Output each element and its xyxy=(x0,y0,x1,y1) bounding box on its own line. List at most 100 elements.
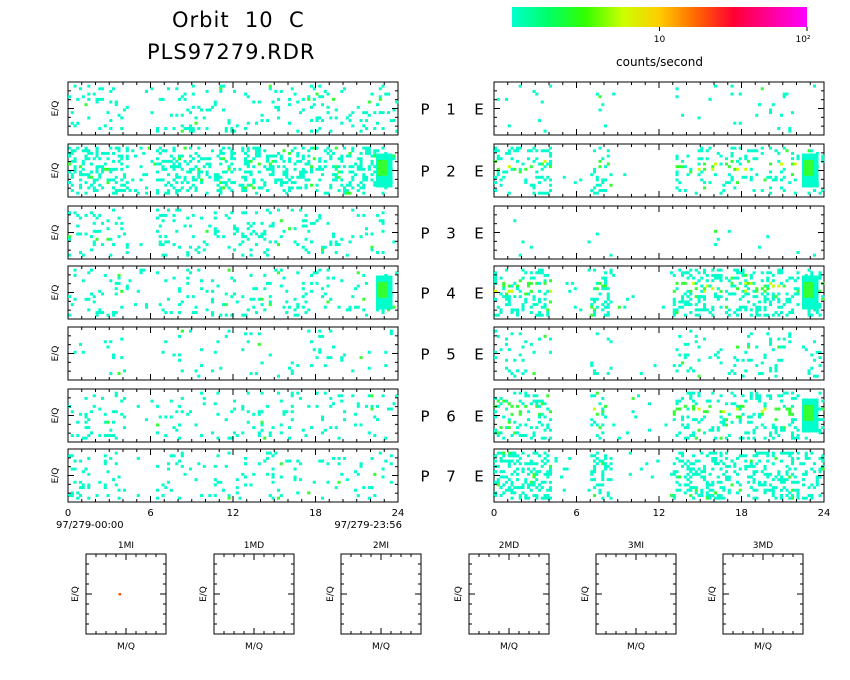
mini-panel-title: 1MI xyxy=(118,541,134,551)
time-end-label: 97/279-23:56 xyxy=(334,520,402,531)
dense-block-core xyxy=(803,404,814,421)
colorbar-tick-label: 10 xyxy=(654,35,666,45)
x-tick-label: 18 xyxy=(735,508,748,519)
heatmap-cells xyxy=(73,329,393,378)
panel-number: 6 xyxy=(446,408,456,426)
mini-panel-frame xyxy=(722,553,804,635)
mini-ylabel: E/Q xyxy=(326,586,336,602)
heatmap-cells xyxy=(496,84,817,133)
heatmap-cells xyxy=(68,268,399,317)
panel-number: 4 xyxy=(446,285,456,303)
mini-ylabel: E/Q xyxy=(454,586,464,602)
mini-panel-frame xyxy=(85,553,167,635)
panel-ticks xyxy=(493,448,825,503)
label-e: E xyxy=(474,346,483,364)
heatmap-cells xyxy=(68,391,399,440)
label-p: P xyxy=(420,163,429,181)
mini-data-point xyxy=(118,593,122,596)
label-e: E xyxy=(474,163,483,181)
label-p: P xyxy=(420,225,429,243)
mini-xlabel: M/Q xyxy=(372,642,390,652)
mini-panel-title: 3MI xyxy=(628,541,644,551)
mini-panel-ticks xyxy=(213,553,295,635)
heatmap-cells xyxy=(68,146,396,195)
panel-number: 1 xyxy=(446,101,456,119)
panel-ticks xyxy=(67,81,399,136)
panel-ticks xyxy=(493,81,825,136)
x-tick-label: 24 xyxy=(818,508,831,519)
label-p: P xyxy=(420,468,429,486)
mini-panel-ticks xyxy=(595,553,677,635)
ylabel-eq: E/Q xyxy=(51,101,61,117)
mini-panel-ticks xyxy=(340,553,422,635)
mini-xlabel: M/Q xyxy=(754,642,772,652)
label-p: P xyxy=(420,408,429,426)
panel-ticks xyxy=(493,205,825,260)
time-start-label: 97/279-00:00 xyxy=(56,520,124,531)
mini-panel-ticks xyxy=(468,553,550,635)
panel-ticks xyxy=(67,326,399,381)
mini-panel-ticks xyxy=(722,553,804,635)
mini-panel-title: 2MI xyxy=(373,541,389,551)
panel-ticks xyxy=(493,326,825,381)
label-p: P xyxy=(420,346,429,364)
x-tick-label: 18 xyxy=(309,508,322,519)
panel-ticks xyxy=(67,205,399,260)
mini-panel-title: 3MD xyxy=(753,541,773,551)
dense-block-core xyxy=(803,159,814,176)
dense-block-core xyxy=(803,281,814,298)
mini-ylabel: E/Q xyxy=(199,586,209,602)
colorbar-tick-label: 10² xyxy=(795,35,810,45)
heatmap-cells xyxy=(494,146,825,195)
panel-ticks xyxy=(67,388,399,443)
mini-panel-title: 2MD xyxy=(499,541,519,551)
heatmap-cells xyxy=(494,451,825,500)
panel-ticks xyxy=(67,143,399,198)
right-panel-frame xyxy=(493,81,825,136)
ylabel-eq: E/Q xyxy=(51,346,61,362)
heatmap-cells xyxy=(68,84,399,133)
x-tick-label: 24 xyxy=(392,508,405,519)
file-title: PLS97279.RDR xyxy=(147,40,316,64)
heatmap-cells xyxy=(68,451,393,500)
ylabel-eq: E/Q xyxy=(51,408,61,424)
colorbar-label: counts/second xyxy=(616,55,703,69)
label-e: E xyxy=(474,225,483,243)
mini-panel-ticks xyxy=(85,553,167,635)
panel-number: 2 xyxy=(446,163,456,181)
label-p: P xyxy=(420,285,429,303)
heatmap-cells xyxy=(494,329,822,378)
heatmap-cells xyxy=(494,391,825,440)
heatmap-cells xyxy=(494,268,825,317)
panel-ticks xyxy=(67,265,399,320)
mini-panel-frame xyxy=(595,553,677,635)
ylabel-eq: E/Q xyxy=(51,285,61,301)
panel-ticks xyxy=(493,388,825,443)
mini-panel-frame xyxy=(340,553,422,635)
ylabel-eq: E/Q xyxy=(51,225,61,241)
x-tick-label: 6 xyxy=(147,508,153,519)
mini-xlabel: M/Q xyxy=(627,642,645,652)
panel-ticks xyxy=(493,143,825,198)
panel-ticks xyxy=(493,265,825,320)
mini-ylabel: E/Q xyxy=(708,586,718,602)
ylabel-eq: E/Q xyxy=(51,468,61,484)
mini-xlabel: M/Q xyxy=(245,642,263,652)
x-tick-label: 12 xyxy=(653,508,666,519)
heatmap-cells xyxy=(68,208,396,257)
right-panel-frame xyxy=(493,205,825,260)
dense-block-core xyxy=(377,159,388,176)
x-tick-label: 12 xyxy=(227,508,240,519)
dense-block-core xyxy=(377,281,388,298)
label-e: E xyxy=(474,408,483,426)
ylabel-eq: E/Q xyxy=(51,163,61,179)
mini-xlabel: M/Q xyxy=(117,642,135,652)
colorbar xyxy=(512,7,807,27)
mini-panel-title: 1MD xyxy=(244,541,264,551)
label-e: E xyxy=(474,101,483,119)
mini-panel-frame xyxy=(468,553,550,635)
x-tick-label: 0 xyxy=(65,508,71,519)
orbit-title: Orbit 10 C xyxy=(172,8,305,32)
